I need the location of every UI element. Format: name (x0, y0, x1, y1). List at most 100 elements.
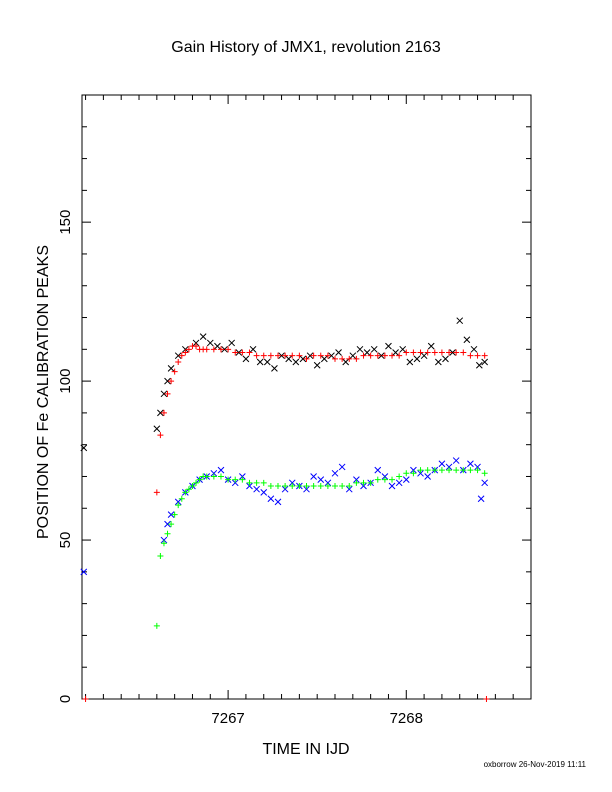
data-point (374, 352, 381, 359)
data-point (332, 483, 339, 490)
data-point (339, 483, 346, 490)
chart-title: Gain History of JMX1, revolution 2163 (171, 39, 441, 56)
data-point (178, 352, 185, 359)
data-point (406, 358, 414, 366)
data-point (395, 479, 403, 487)
data-point (299, 355, 307, 363)
data-point (303, 355, 310, 362)
data-point (381, 473, 389, 480)
data-point (481, 479, 489, 487)
data-point (263, 358, 271, 366)
data-point (360, 479, 367, 486)
data-point (389, 352, 396, 359)
data-point (370, 345, 378, 353)
y-axis-label: POSITION OF Fe CALIBRATION PEAKS (35, 245, 52, 539)
data-point (388, 482, 396, 490)
data-point (153, 489, 160, 496)
data-point (474, 352, 481, 359)
data-point (335, 349, 342, 356)
data-point (267, 352, 274, 359)
data-point (381, 476, 388, 483)
y-tick-label: 150 (57, 210, 74, 235)
data-point (160, 390, 168, 398)
data-point (182, 489, 189, 496)
data-point (282, 352, 289, 359)
data-point (431, 467, 438, 474)
data-point (217, 473, 224, 480)
data-point (196, 476, 203, 483)
data-point (445, 463, 453, 471)
series-blue-cross (80, 457, 489, 576)
data-point (324, 479, 332, 487)
data-point (267, 495, 275, 503)
data-point (483, 696, 490, 702)
data-point (260, 489, 268, 496)
data-marks (80, 317, 490, 702)
data-point (239, 476, 246, 483)
data-point (410, 470, 417, 477)
data-point (481, 358, 489, 366)
data-point (228, 339, 236, 347)
data-point (164, 520, 171, 528)
data-point (328, 352, 335, 360)
data-point (281, 485, 289, 493)
data-point (431, 349, 438, 356)
data-point (253, 479, 260, 486)
data-point (203, 346, 210, 353)
data-point (231, 479, 239, 487)
data-point (274, 483, 281, 490)
data-point (214, 342, 221, 350)
data-point (470, 345, 478, 353)
data-point (446, 467, 453, 474)
data-point (324, 352, 331, 359)
data-point (193, 479, 200, 486)
data-point (210, 346, 217, 353)
tick-labels: 0 50 100 150 7267 7268 (57, 210, 423, 727)
data-point (385, 342, 392, 350)
data-point (374, 466, 382, 474)
data-point (410, 466, 417, 474)
x-tick-label: 7268 (390, 710, 423, 727)
data-point (153, 425, 161, 433)
data-point (289, 483, 296, 490)
data-point (342, 358, 350, 366)
y-tick-label: 100 (57, 369, 74, 394)
data-point (424, 473, 432, 480)
data-point (346, 355, 353, 362)
data-point (353, 355, 360, 362)
data-point (171, 511, 178, 518)
data-point (389, 476, 396, 483)
data-point (338, 463, 346, 471)
data-point (360, 482, 367, 490)
data-point (189, 483, 196, 490)
data-point (80, 568, 88, 576)
axis-ticks (82, 94, 532, 700)
data-point (360, 352, 367, 359)
data-point (460, 349, 467, 356)
data-point (239, 473, 246, 480)
data-point (267, 483, 274, 490)
data-point (178, 495, 185, 502)
data-point (402, 476, 410, 484)
data-point (467, 467, 474, 474)
data-point (167, 365, 175, 372)
data-point (346, 483, 353, 490)
data-point (193, 343, 200, 350)
data-point (256, 358, 264, 366)
data-point (403, 349, 410, 356)
data-point (481, 470, 488, 477)
data-point (168, 521, 175, 528)
data-point (296, 483, 303, 490)
data-point (477, 495, 485, 503)
data-point (381, 352, 388, 359)
data-point (417, 469, 424, 477)
data-point (246, 479, 253, 486)
data-point (434, 358, 442, 366)
data-point (160, 540, 167, 547)
data-point (175, 502, 182, 509)
data-point (288, 479, 296, 487)
series-red-plus (82, 343, 490, 702)
data-point (232, 476, 239, 483)
data-point (449, 349, 456, 356)
data-point (221, 345, 228, 353)
